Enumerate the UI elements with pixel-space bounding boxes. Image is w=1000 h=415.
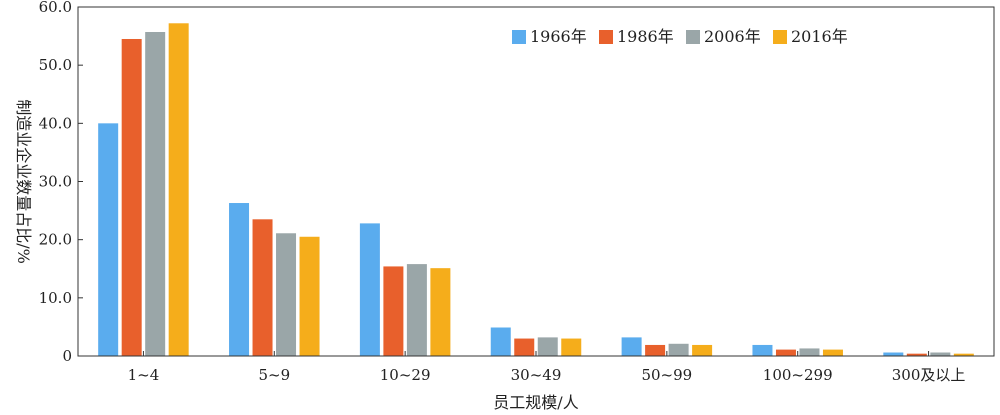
bar [799, 348, 820, 356]
legend-label: 2006年 [704, 27, 761, 46]
bar [430, 268, 451, 356]
bar [775, 349, 796, 356]
y-axis-title: 制造业企业数量占比/% [14, 99, 33, 264]
bar [752, 344, 773, 356]
y-tick-label: 40.0 [39, 114, 72, 132]
legend: 1966年 1986年 2006年 2016年 [512, 27, 848, 46]
y-tick-label: 0 [62, 347, 72, 365]
bar [953, 353, 974, 356]
bar [668, 343, 689, 356]
x-tick-label: 100~299 [763, 366, 833, 384]
x-tick-label: 5~9 [258, 366, 290, 384]
axes-group: 0 10.0 20.0 30.0 40.0 50.0 60.0 1~4 5~9 10~29 30~4… [39, 0, 995, 384]
plot-frame [77, 6, 995, 357]
bar [276, 233, 297, 356]
bar [822, 349, 843, 356]
legend-label: 1986年 [617, 27, 674, 46]
x-tick-label: 30~49 [511, 366, 562, 384]
bar [98, 123, 119, 356]
bar [359, 223, 380, 356]
bar [252, 219, 273, 356]
bar [906, 353, 927, 356]
bar [537, 337, 558, 356]
y-tick-label: 10.0 [39, 289, 72, 307]
bar [121, 38, 142, 356]
x-tick-label: 300及以上 [892, 366, 966, 384]
bar [383, 266, 404, 356]
bar [168, 23, 189, 356]
y-tick-label: 30.0 [39, 173, 72, 191]
bar [645, 344, 666, 356]
bar [406, 264, 427, 356]
legend-swatch [686, 30, 700, 44]
x-tick-label: 1~4 [128, 366, 160, 384]
bar [692, 344, 713, 356]
bar [490, 327, 511, 356]
bar [621, 337, 642, 356]
y-tick-label: 20.0 [39, 231, 72, 249]
legend-swatch [512, 30, 526, 44]
y-tick-label: 60.0 [39, 0, 72, 16]
x-tick-label: 50~99 [641, 366, 692, 384]
legend-swatch [773, 30, 787, 44]
y-tick-label: 50.0 [39, 56, 72, 74]
legend-label: 2016年 [791, 27, 848, 46]
legend-label: 1966年 [530, 27, 587, 46]
bar [883, 352, 904, 356]
bar [145, 32, 166, 357]
bar [229, 203, 250, 356]
x-axis-title: 员工规模/人 [493, 393, 578, 412]
bar [930, 352, 951, 356]
x-tick-label: 10~29 [380, 366, 431, 384]
bars-group [98, 23, 974, 357]
legend-swatch [599, 30, 613, 44]
bar [299, 236, 320, 356]
bar [561, 338, 582, 356]
bar [514, 338, 535, 356]
